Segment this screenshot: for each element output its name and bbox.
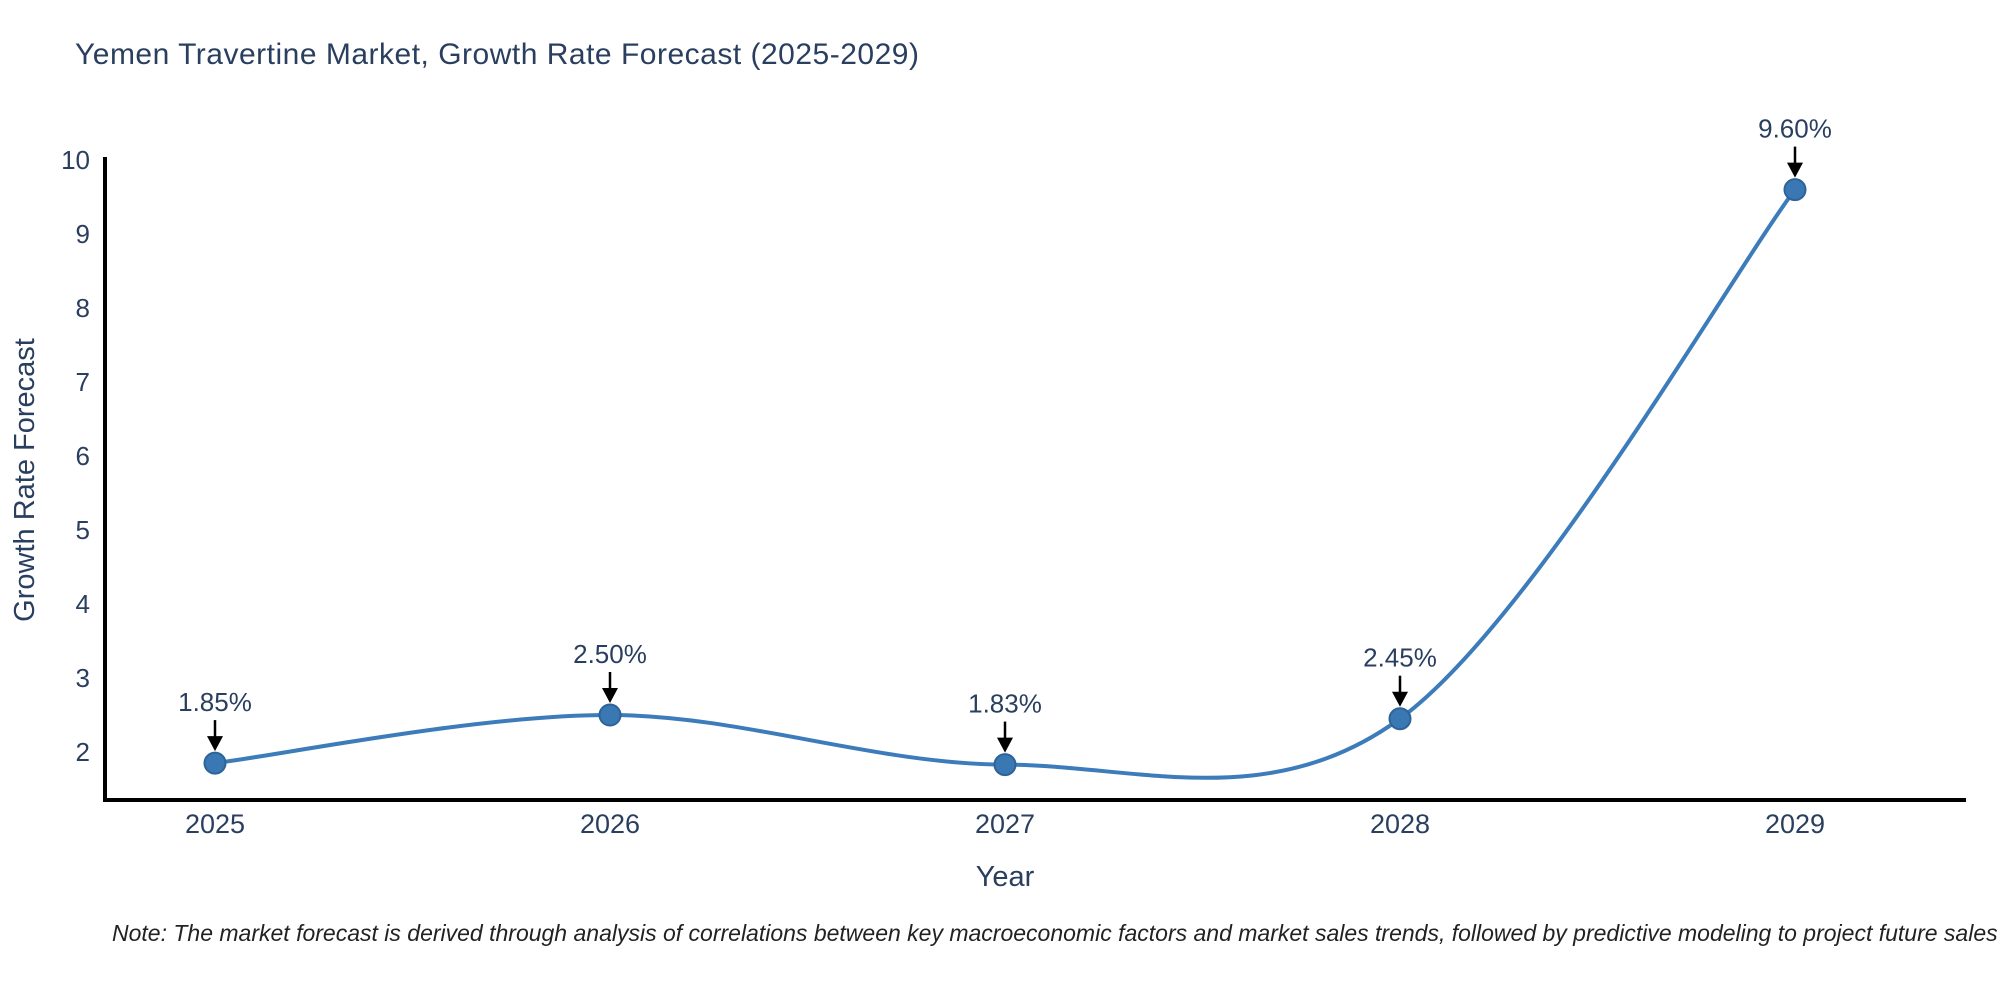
annotation-arrowhead — [1787, 162, 1803, 178]
x-tick-label: 2027 — [975, 809, 1035, 839]
data-point-marker — [203, 751, 227, 775]
x-tick-label: 2028 — [1370, 809, 1430, 839]
data-point-marker — [1783, 178, 1807, 202]
y-tick-label: 8 — [76, 293, 90, 323]
x-axis-title: Year — [976, 861, 1035, 893]
y-tick-label: 9 — [76, 219, 90, 249]
y-tick-label: 6 — [76, 441, 90, 471]
y-tick-label: 4 — [76, 589, 90, 619]
data-point-label: 1.83% — [968, 689, 1042, 719]
data-point-marker — [993, 753, 1017, 777]
footnote: Note: The market forecast is derived thr… — [112, 920, 1998, 946]
y-tick-label: 10 — [61, 145, 90, 175]
chart-title: Yemen Travertine Market, Growth Rate For… — [75, 38, 920, 71]
y-tick-label: 3 — [76, 663, 90, 693]
data-point-marker — [1388, 707, 1412, 731]
annotation-arrowhead — [997, 737, 1013, 753]
annotation-arrowhead — [1392, 691, 1408, 707]
forecast-line — [213, 187, 1797, 780]
x-tick-label: 2026 — [580, 809, 640, 839]
data-point-label: 2.45% — [1363, 643, 1437, 673]
data-point-label: 1.85% — [178, 687, 252, 717]
y-axis-title: Growth Rate Forecast — [9, 338, 41, 622]
y-tick-label: 5 — [76, 515, 90, 545]
annotation-arrowhead — [207, 736, 223, 752]
y-tick-label: 2 — [76, 737, 90, 767]
x-tick-label: 2025 — [185, 809, 245, 839]
annotation-arrowhead — [602, 688, 618, 703]
data-point-marker — [598, 703, 622, 727]
y-tick-label: 7 — [76, 367, 90, 397]
x-tick-label: 2029 — [1765, 809, 1825, 839]
data-point-label: 9.60% — [1758, 114, 1832, 144]
data-point-label: 2.50% — [573, 639, 647, 669]
